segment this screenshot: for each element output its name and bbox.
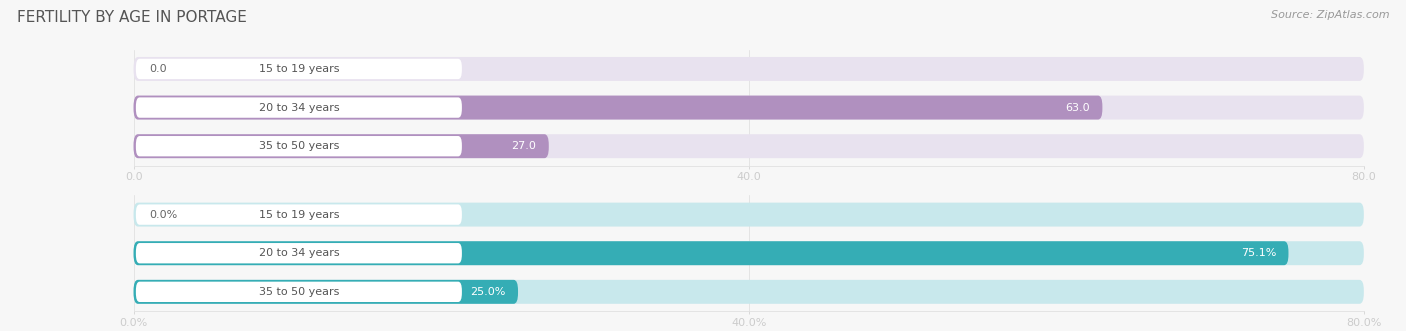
Text: 15 to 19 years: 15 to 19 years (259, 210, 339, 219)
Text: 27.0: 27.0 (512, 141, 537, 151)
Text: 0.0: 0.0 (149, 64, 166, 74)
FancyBboxPatch shape (134, 280, 517, 304)
FancyBboxPatch shape (136, 243, 463, 263)
FancyBboxPatch shape (134, 280, 1364, 304)
Text: 35 to 50 years: 35 to 50 years (259, 287, 339, 297)
Text: 63.0: 63.0 (1066, 103, 1090, 113)
FancyBboxPatch shape (134, 96, 1364, 119)
FancyBboxPatch shape (134, 57, 1364, 81)
Text: 35 to 50 years: 35 to 50 years (259, 141, 339, 151)
FancyBboxPatch shape (134, 134, 548, 158)
Text: 75.1%: 75.1% (1240, 248, 1277, 258)
FancyBboxPatch shape (134, 134, 1364, 158)
FancyBboxPatch shape (134, 241, 1364, 265)
FancyBboxPatch shape (136, 97, 463, 118)
FancyBboxPatch shape (134, 203, 1364, 226)
Text: 15 to 19 years: 15 to 19 years (259, 64, 339, 74)
Text: Source: ZipAtlas.com: Source: ZipAtlas.com (1271, 10, 1389, 20)
Text: 25.0%: 25.0% (471, 287, 506, 297)
Text: 20 to 34 years: 20 to 34 years (259, 248, 339, 258)
FancyBboxPatch shape (134, 96, 1102, 119)
Text: 0.0%: 0.0% (149, 210, 177, 219)
FancyBboxPatch shape (136, 282, 463, 302)
FancyBboxPatch shape (134, 241, 1288, 265)
Text: 20 to 34 years: 20 to 34 years (259, 103, 339, 113)
FancyBboxPatch shape (136, 205, 463, 225)
FancyBboxPatch shape (136, 59, 463, 79)
Text: FERTILITY BY AGE IN PORTAGE: FERTILITY BY AGE IN PORTAGE (17, 10, 246, 25)
FancyBboxPatch shape (136, 136, 463, 156)
